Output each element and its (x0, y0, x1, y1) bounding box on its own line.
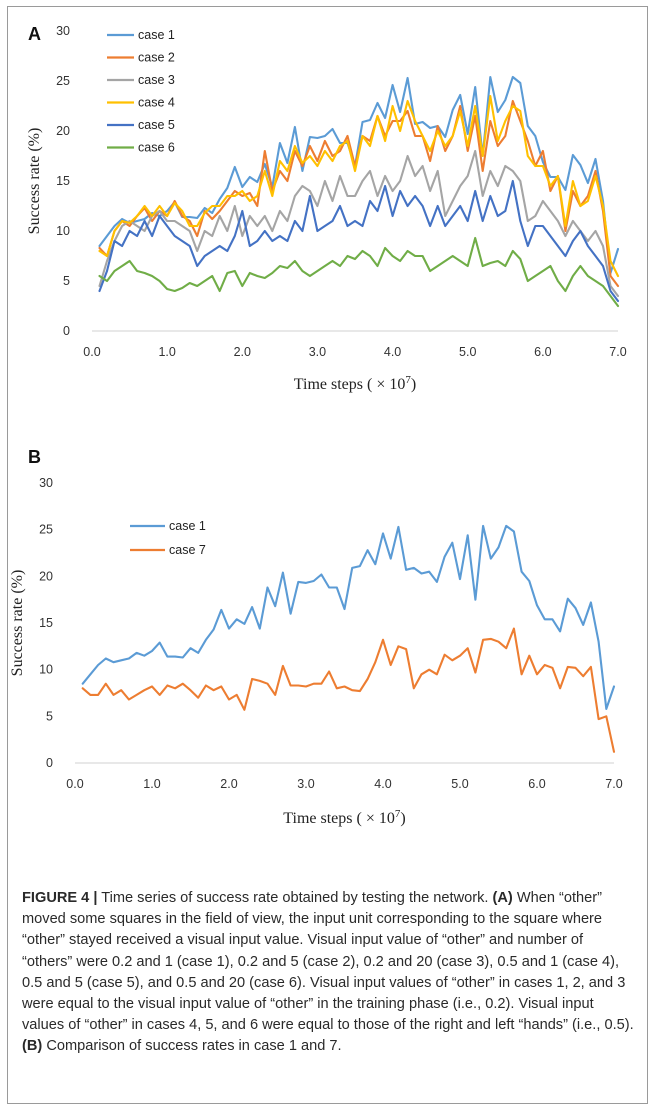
figure-caption: FIGURE 4 | Time series of success rate o… (22, 888, 634, 1058)
y-tick-label: 25 (39, 523, 53, 537)
legend-label: case 3 (138, 73, 175, 87)
y-tick-label: 15 (39, 616, 53, 630)
figure-frame (7, 6, 648, 1104)
series-line-case-3 (98, 149, 620, 298)
x-tick-label: 5.0 (459, 345, 476, 359)
x-axis-title: Time steps ( × 107) (283, 808, 405, 827)
caption-ref-a: (A) (492, 890, 513, 906)
panel-letter: A (28, 24, 41, 44)
y-tick-label: 10 (56, 224, 70, 238)
y-tick-label: 5 (63, 274, 70, 288)
caption-text-2: When “other” moved some squares in the f… (22, 890, 634, 1034)
caption-label: FIGURE 4 | (22, 890, 98, 906)
figure-charts: A 0 5 10 15 20 25 30 0.0 1.0 2.0 3.0 4.0 5.0 6.0 7.0 Suc… (9, 24, 627, 827)
x-tick-label: 7.0 (605, 777, 622, 791)
y-tick-label: 30 (39, 476, 53, 490)
x-tick-label: 0.0 (66, 777, 83, 791)
y-tick-label: 0 (63, 324, 70, 338)
y-axis-title: Success rate (%) (9, 570, 26, 677)
series-line-case-5 (98, 179, 620, 303)
y-tick-label: 25 (56, 74, 70, 88)
legend-label: case 7 (169, 543, 206, 557)
x-tick-label: 4.0 (384, 345, 401, 359)
legend-label: case 1 (138, 28, 175, 42)
x-tick-label: 2.0 (220, 777, 237, 791)
panel-letter: B (28, 447, 41, 467)
x-tick-label: 1.0 (158, 345, 175, 359)
x-tick-label: 3.0 (297, 777, 314, 791)
series-line-case-1 (81, 524, 616, 710)
x-tick-label: 6.0 (528, 777, 545, 791)
caption-ref-b: (B) (22, 1038, 43, 1055)
y-tick-label: 10 (39, 663, 53, 677)
panel-a: A 0 5 10 15 20 25 30 0.0 1.0 2.0 3.0 4.0 5.0 6.0 7.0 Suc… (26, 24, 627, 393)
legend-label: case 2 (138, 51, 175, 65)
series-line-case-6 (98, 236, 620, 308)
y-tick-label: 20 (56, 124, 70, 138)
x-tick-label: 7.0 (609, 345, 626, 359)
legend-label: case 5 (138, 118, 175, 132)
legend-label: case 6 (138, 141, 175, 155)
x-axis-title: Time steps ( × 107) (294, 374, 416, 393)
x-tick-label: 4.0 (374, 777, 391, 791)
y-tick-label: 30 (56, 24, 70, 38)
panel-b: B 0 5 10 15 20 25 30 0.0 1.0 2.0 3.0 4.0 5.0 6.0 7.0 Suc… (9, 447, 623, 827)
y-tick-label: 20 (39, 569, 53, 583)
x-tick-label: 3.0 (309, 345, 326, 359)
series-line-case-7 (81, 627, 616, 753)
y-axis-title: Success rate (%) (26, 128, 43, 235)
x-tick-label: 0.0 (83, 345, 100, 359)
series-line-case-2 (98, 99, 620, 288)
legend-label: case 4 (138, 96, 175, 110)
series-line-case-1 (98, 75, 620, 275)
legend-label: case 1 (169, 519, 206, 533)
caption-text-1: Time series of success rate obtained by … (97, 890, 493, 906)
x-tick-label: 2.0 (234, 345, 251, 359)
y-tick-label: 5 (46, 709, 53, 723)
caption-text-3: Comparison of success rates in case 1 an… (42, 1038, 342, 1055)
y-tick-label: 15 (56, 174, 70, 188)
y-tick-label: 0 (46, 756, 53, 770)
x-tick-label: 5.0 (451, 777, 468, 791)
x-tick-label: 1.0 (143, 777, 160, 791)
x-tick-label: 6.0 (534, 345, 551, 359)
series-line-case-4 (98, 94, 620, 278)
